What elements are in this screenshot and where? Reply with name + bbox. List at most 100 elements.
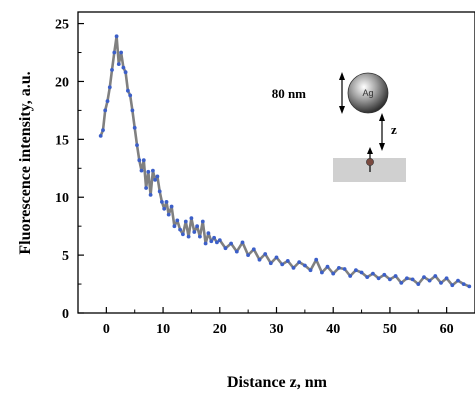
data-point [257,257,262,262]
data-point [342,267,347,271]
x-tick-label: 30 [270,322,284,337]
plot-frame [77,11,475,314]
y-tick-label: 20 [55,75,69,90]
data-point [427,278,432,283]
data-point [162,206,167,211]
data-point [297,260,302,264]
axis-tick-labels: 0 10 20 30 40 50 60 0 5 10 15 20 25 [55,18,454,337]
y-axis-title: Fluorescence intensity, a.u. [17,71,34,254]
x-tick-label: 0 [103,322,110,337]
data-point [348,274,353,278]
data-point [137,158,142,163]
data-point [450,283,455,288]
data-point [192,230,197,234]
data-point [274,255,279,260]
x-tick-label: 20 [213,322,227,337]
data-point [164,200,169,204]
data-point [405,276,409,281]
fluorophore-dipole [366,147,374,172]
data-point [337,266,341,270]
data-point [371,271,375,276]
data-point [234,249,239,254]
data-point [456,278,460,283]
data-point [128,93,133,98]
data-point [240,240,245,245]
axis-ticks [78,22,448,314]
data-point [365,275,370,279]
data-point [151,168,155,173]
data-point [178,227,183,232]
data-point [467,284,472,289]
data-point [101,128,105,133]
data-point [285,259,290,263]
data-point [144,186,149,190]
data-point [359,270,364,275]
data-point [422,275,426,279]
data-point [268,261,273,266]
x-axis-title: Distance z, nm [227,374,328,391]
inset-size-label: 80 nm [272,86,306,101]
data-point [209,239,214,244]
data-point [172,224,177,229]
data-point [303,263,307,268]
size-arrow [339,72,345,114]
data-point [181,232,185,237]
data-point [189,216,194,221]
sphere-label: Ag [362,88,373,98]
data-point [175,218,180,223]
y-tick-label: 5 [62,249,69,264]
data-point [212,235,217,240]
y-tick-label: 25 [55,18,69,33]
data-point [308,268,313,273]
data-point [153,178,158,182]
data-point [110,68,114,72]
data-point [116,62,121,66]
series-layer [98,34,472,289]
data-point [107,85,112,90]
data-point [223,246,228,251]
data-point [119,50,123,55]
data-point [217,238,222,243]
data-point [141,158,146,163]
data-point [291,266,296,270]
series-line [99,34,470,288]
data-point [314,257,319,262]
data-point [200,219,205,224]
inset-schematic: 80 nm Ag z [272,72,406,182]
plot-area [77,11,475,314]
data-point [126,88,130,93]
data-point [166,212,171,217]
data-point [433,274,438,278]
data-point [160,200,164,204]
data-point [331,271,336,276]
data-point [410,277,415,282]
data-point [215,240,219,245]
data-point [103,108,108,113]
distance-label: z [391,122,397,137]
data-point [146,169,151,174]
data-point [123,70,128,75]
data-point [132,125,137,130]
data-point [376,276,381,281]
data-point [198,234,202,239]
data-point [139,168,144,173]
x-tick-label: 50 [383,322,397,337]
data-point [206,231,211,236]
data-point [416,282,421,286]
data-point [229,241,234,246]
y-tick-label: 10 [55,191,69,206]
data-point [105,99,110,103]
data-point [121,65,126,70]
data-point [114,34,119,39]
data-point [155,174,160,179]
data-point [186,234,191,239]
data-point [251,247,256,252]
data-point [393,274,398,278]
data-point [354,268,358,273]
data-point [382,272,387,277]
x-tick-label: 10 [156,322,170,337]
data-point [320,270,324,275]
data-point [148,193,153,197]
data-point [461,282,466,286]
